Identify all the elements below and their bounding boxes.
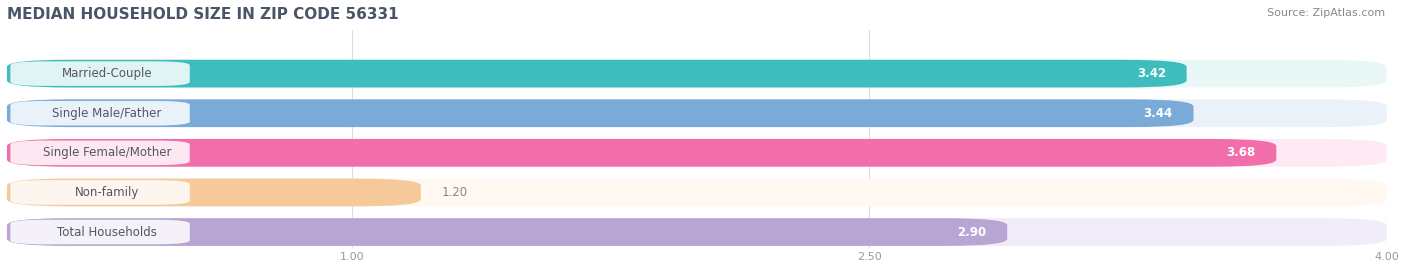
FancyBboxPatch shape xyxy=(10,220,190,244)
Text: 1.20: 1.20 xyxy=(441,186,468,199)
Text: Total Households: Total Households xyxy=(58,225,157,239)
Text: 2.90: 2.90 xyxy=(957,225,987,239)
FancyBboxPatch shape xyxy=(10,101,190,126)
FancyBboxPatch shape xyxy=(7,218,1386,246)
Text: Single Female/Mother: Single Female/Mother xyxy=(42,146,172,159)
FancyBboxPatch shape xyxy=(7,179,420,206)
FancyBboxPatch shape xyxy=(7,60,1187,87)
Text: Source: ZipAtlas.com: Source: ZipAtlas.com xyxy=(1267,8,1385,18)
FancyBboxPatch shape xyxy=(7,179,1386,206)
Text: 3.42: 3.42 xyxy=(1137,67,1166,80)
FancyBboxPatch shape xyxy=(7,139,1386,167)
Text: 3.44: 3.44 xyxy=(1143,107,1173,120)
Text: 3.68: 3.68 xyxy=(1226,146,1256,159)
FancyBboxPatch shape xyxy=(7,99,1194,127)
FancyBboxPatch shape xyxy=(7,60,1386,87)
FancyBboxPatch shape xyxy=(10,180,190,205)
Text: Married-Couple: Married-Couple xyxy=(62,67,152,80)
Text: Non-family: Non-family xyxy=(75,186,139,199)
FancyBboxPatch shape xyxy=(10,141,190,165)
Text: Single Male/Father: Single Male/Father xyxy=(52,107,162,120)
FancyBboxPatch shape xyxy=(10,61,190,86)
FancyBboxPatch shape xyxy=(7,218,1007,246)
FancyBboxPatch shape xyxy=(7,139,1277,167)
FancyBboxPatch shape xyxy=(7,99,1386,127)
Text: MEDIAN HOUSEHOLD SIZE IN ZIP CODE 56331: MEDIAN HOUSEHOLD SIZE IN ZIP CODE 56331 xyxy=(7,7,398,22)
